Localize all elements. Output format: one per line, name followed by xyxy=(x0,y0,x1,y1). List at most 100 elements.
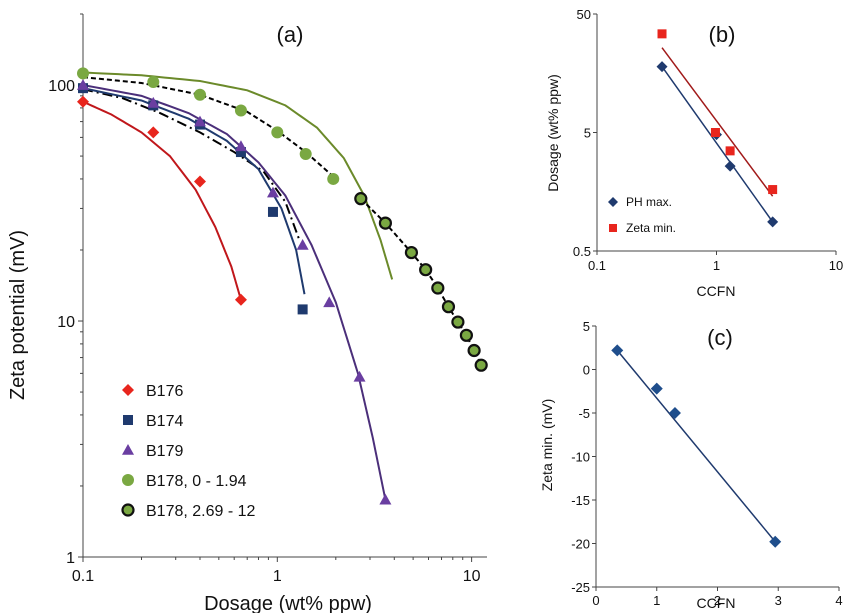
a-legend-marker-3 xyxy=(122,474,134,486)
c-y-tick-label: -20 xyxy=(571,537,590,552)
a-point-4 xyxy=(431,281,445,295)
a-point-4 xyxy=(474,358,488,372)
b-point-1 xyxy=(725,146,735,156)
b-point-0 xyxy=(724,160,736,172)
a-point-3 xyxy=(77,67,89,80)
c-x-tick-label: 3 xyxy=(775,593,782,608)
c-y-tick-label: 5 xyxy=(583,319,590,334)
a-legend-label: B178, 0 - 1.94 xyxy=(146,473,247,490)
a-y-tick-label: 10 xyxy=(57,314,75,331)
a-point-3 xyxy=(193,88,206,101)
a-point-3 xyxy=(299,148,312,161)
a-point-2 xyxy=(323,296,336,308)
c-x-tick-label: 1 xyxy=(653,593,660,608)
b-point-0 xyxy=(656,61,668,73)
c-y-tick-label: 0 xyxy=(583,363,590,378)
c-y-tick-label: -15 xyxy=(571,493,590,508)
a-point-3 xyxy=(327,172,340,185)
panel-b-label: (b) xyxy=(709,22,736,47)
panel-a-label: (a) xyxy=(277,22,304,47)
b-fit-line-1 xyxy=(661,47,774,197)
a-legend-label: B174 xyxy=(146,413,183,430)
c-point-0 xyxy=(611,344,624,357)
c-y-tick-label: -10 xyxy=(571,450,590,465)
a-point-2 xyxy=(193,115,206,127)
a-y-tick-label: 100 xyxy=(48,78,75,95)
a-point-4 xyxy=(354,192,368,206)
a-point-3 xyxy=(271,126,284,139)
a-x-tick-label: 1 xyxy=(273,568,282,585)
panel-b: (b) Dosage (wt% ppw) CCFN 0.5 5 50 0.1 1 10 P… xyxy=(545,7,843,299)
a-y-tick-label: 1 xyxy=(66,550,75,567)
a-legend-marker-1 xyxy=(123,415,133,425)
c-point-0 xyxy=(668,407,681,419)
a-point-1 xyxy=(267,206,278,217)
a-point-2 xyxy=(147,96,160,108)
a-point-1 xyxy=(235,147,246,158)
b-point-0 xyxy=(767,216,779,228)
panel-b-ylabel: Dosage (wt% ppw) xyxy=(545,74,561,192)
a-point-3 xyxy=(234,104,247,117)
panel-a-ylabel: Zeta potential (mV) xyxy=(7,230,29,400)
a-legend-marker-4 xyxy=(121,503,135,517)
a-legend-marker-0 xyxy=(122,384,134,396)
a-point-2 xyxy=(77,79,89,90)
c-y-tick-label: -25 xyxy=(571,580,590,595)
a-point-2 xyxy=(353,370,366,382)
a-point-0 xyxy=(193,175,206,188)
b-fit-line-0 xyxy=(661,66,774,223)
a-fit-line-0 xyxy=(82,100,242,301)
panel-a-xlabel: Dosage (wt% ppw) xyxy=(204,593,372,613)
a-point-2 xyxy=(266,186,279,198)
a-x-tick-label: 10 xyxy=(463,568,481,585)
a-fit-line-4 xyxy=(360,197,483,366)
b-y-tick-label: 5 xyxy=(584,126,591,141)
b-legend-marker-0 xyxy=(608,197,618,207)
a-point-4 xyxy=(404,245,419,260)
b-point-1 xyxy=(768,185,778,195)
panel-c: (c) Zeta min. (mV) CCFN -25 -20 -15 -10 -5 0 5… xyxy=(539,319,843,611)
a-point-0 xyxy=(147,126,160,139)
a-legend-label: B179 xyxy=(146,443,183,460)
panel-c-xlabel: CCFN xyxy=(697,595,736,611)
a-fit2-line-0 xyxy=(82,88,301,241)
b-y-tick-label: 0.5 xyxy=(573,244,591,259)
b-y-tick-label: 50 xyxy=(577,7,591,22)
c-x-tick-label: 2 xyxy=(714,593,721,608)
panel-b-xlabel: CCFN xyxy=(697,283,736,299)
a-point-0 xyxy=(234,293,247,306)
a-fit-line-3 xyxy=(82,71,394,280)
panel-c-ylabel: Zeta min. (mV) xyxy=(539,399,555,492)
a-point-2 xyxy=(379,493,392,505)
a-legend-label: B178, 2.69 - 12 xyxy=(146,503,256,520)
c-x-tick-label: 4 xyxy=(835,593,842,608)
c-point-0 xyxy=(650,382,663,395)
a-point-2 xyxy=(234,140,247,152)
c-point-0 xyxy=(769,535,782,548)
a-point-4 xyxy=(419,263,433,277)
a-point-1 xyxy=(297,304,308,315)
b-legend-label: PH max. xyxy=(626,195,672,209)
panel-c-label: (c) xyxy=(707,325,733,350)
a-point-4 xyxy=(467,343,481,358)
a-legend-label: B176 xyxy=(146,383,183,400)
b-x-tick-label: 10 xyxy=(829,258,843,273)
b-x-tick-label: 0.1 xyxy=(588,258,606,273)
a-fit2-line-3 xyxy=(82,76,334,178)
a-legend-marker-2 xyxy=(122,444,134,455)
b-x-tick-label: 1 xyxy=(713,258,720,273)
b-point-1 xyxy=(710,128,720,137)
panel-a: (a) Zeta potential (mV) Dosage (wt% ppw)… xyxy=(7,13,488,613)
a-point-3 xyxy=(147,76,160,89)
c-x-tick-label: 0 xyxy=(592,593,599,608)
b-point-1 xyxy=(657,29,667,39)
a-point-2 xyxy=(296,238,309,250)
b-legend-marker-1 xyxy=(609,224,617,232)
a-x-tick-label: 0.1 xyxy=(72,568,94,585)
c-y-tick-label: -5 xyxy=(578,406,590,421)
a-fit-line-2 xyxy=(82,84,387,500)
a-point-4 xyxy=(459,328,473,342)
a-point-0 xyxy=(77,95,89,108)
c-fit-line-0 xyxy=(616,349,776,543)
